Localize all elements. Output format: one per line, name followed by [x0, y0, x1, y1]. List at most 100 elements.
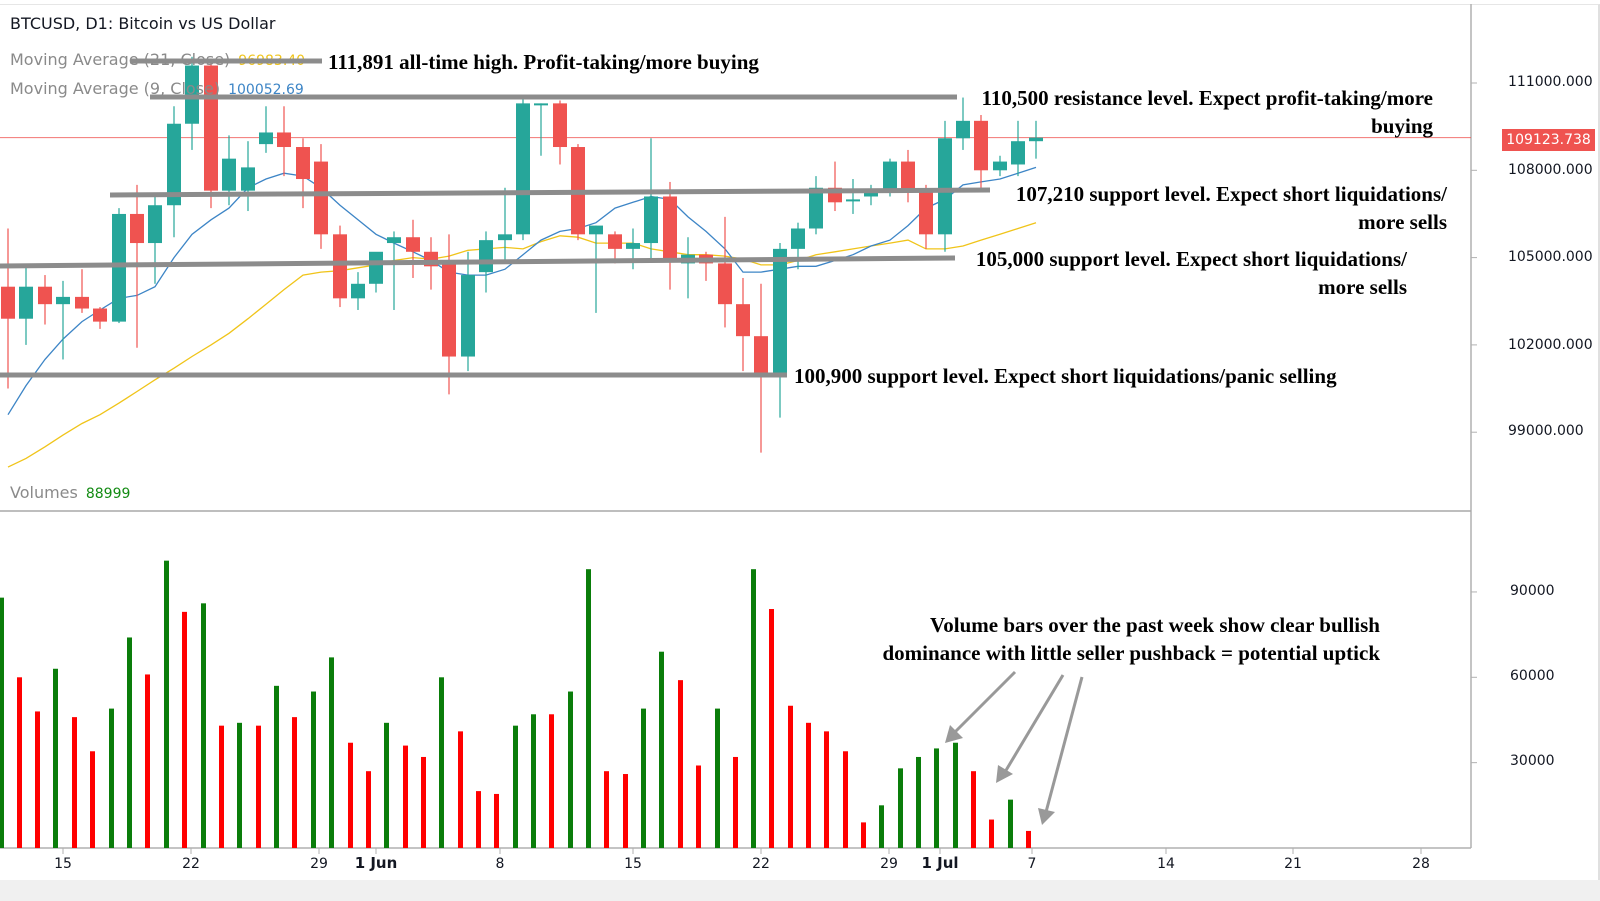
volume-bar [641, 708, 646, 848]
volume-bar [53, 668, 58, 848]
volume-bar [623, 774, 628, 848]
annotation-volume-note-line2: dominance with little seller pushback = … [882, 641, 1380, 665]
volume-bar [366, 771, 371, 848]
volume-bar [421, 756, 426, 848]
candle [901, 149, 915, 203]
volume-bar [788, 705, 793, 848]
candle [608, 231, 622, 264]
date-tick: 7 [1027, 856, 1037, 872]
arrow-head-2 [996, 765, 1013, 783]
volume-bar [311, 691, 316, 848]
volume-bar [292, 717, 297, 848]
candle [93, 307, 107, 329]
volume-bar [403, 745, 408, 848]
ma21-line [7, 222, 1037, 468]
volume-bar [109, 708, 114, 848]
annotation-support-100900: 100,900 support level. Expect short liqu… [794, 364, 1337, 388]
candle [553, 100, 567, 165]
volume-tick-90000: 90000 [1510, 583, 1555, 599]
candle [38, 275, 52, 325]
volume-bar [164, 560, 169, 848]
candle [148, 196, 162, 284]
volume-bar [861, 822, 866, 848]
arrow-head-3 [1038, 808, 1055, 825]
arrow-head-1 [945, 725, 963, 743]
candle [351, 272, 365, 310]
date-tick: 14 [1157, 856, 1175, 872]
volume-bar [513, 725, 518, 848]
legend-ma21-label: Moving Average (21, Close) [10, 50, 231, 69]
candle [75, 269, 89, 313]
date-tick: 15 [624, 856, 642, 872]
volume-bar [971, 771, 976, 848]
volume-bar [659, 651, 664, 848]
candle [498, 187, 512, 261]
volume-bar [72, 717, 77, 848]
candle [663, 181, 677, 290]
candle [1029, 120, 1043, 159]
volume-tick-60000: 60000 [1510, 668, 1555, 684]
annotation-support-107210-line2: more sells [1358, 210, 1447, 234]
annotation-resistance-line2: buying [1371, 114, 1433, 138]
arrow-line-3 [1044, 676, 1084, 813]
candle [809, 176, 823, 235]
volume-bar [934, 748, 939, 848]
candle [773, 243, 787, 418]
annotation-resistance-line1: 110,500 resistance level. Expect profit-… [981, 86, 1433, 110]
volume-bar [145, 674, 150, 848]
legend-ma9[interactable]: Moving Average (9, Close) 100052.69 [10, 79, 304, 98]
candle [974, 115, 988, 191]
volume-bar [1026, 830, 1031, 848]
candle [56, 280, 70, 360]
candle [846, 179, 860, 214]
candle [828, 161, 842, 212]
candle [277, 106, 291, 177]
chart-frame [0, 4, 1600, 881]
annotation-support-107210: 107,210 support level. Expect short liqu… [1016, 180, 1447, 236]
volume-bar [237, 722, 242, 848]
volume-bar [274, 685, 279, 848]
price-tick-111000: 111000.000 [1508, 74, 1593, 90]
volume-bar [90, 751, 95, 848]
volume-bar [604, 771, 609, 848]
chart-title: BTCUSD, D1: Bitcoin vs US Dollar [10, 14, 276, 33]
date-tick: 21 [1284, 856, 1302, 872]
volume-bar [879, 805, 884, 848]
volume-bar [568, 691, 573, 848]
candle [1, 228, 15, 389]
annotation-resistance: 110,500 resistance level. Expect profit-… [982, 84, 1433, 140]
arrow-line-1 [951, 670, 1017, 736]
volume-bar [384, 722, 389, 848]
volume-bar [715, 708, 720, 848]
support-line-107210[interactable] [109, 187, 991, 198]
candle [718, 216, 732, 328]
volume-bar [1008, 799, 1013, 848]
volume-bar [696, 765, 701, 848]
candle [699, 251, 713, 281]
candle [461, 251, 475, 372]
candle [314, 144, 328, 249]
price-tick-108000: 108000.000 [1508, 162, 1593, 178]
support-line-105000[interactable] [0, 255, 956, 269]
volume-bar [494, 793, 499, 848]
price-tick-99000: 99000.000 [1508, 423, 1584, 439]
volume-bar [458, 731, 463, 848]
volume-bar [843, 751, 848, 848]
volume-bar [678, 680, 683, 848]
legend-ma21[interactable]: Moving Average (21, Close) 96983.40 [10, 50, 305, 69]
price-tick-105000: 105000.000 [1508, 249, 1593, 265]
volume-bar [476, 791, 481, 848]
candle [736, 277, 750, 372]
candle [993, 155, 1007, 177]
legend-volumes[interactable]: Volumes 88999 [10, 483, 130, 502]
volume-bar [219, 725, 224, 848]
candle [19, 266, 33, 345]
candle [938, 120, 952, 252]
legend-ma9-label: Moving Average (9, Close) [10, 79, 221, 98]
price-tick-102000: 102000.000 [1508, 337, 1593, 353]
volume-bar [348, 742, 353, 848]
annotation-support-105000-line2: more sells [1318, 275, 1407, 299]
volume-bar [953, 742, 958, 848]
candle [516, 97, 530, 241]
